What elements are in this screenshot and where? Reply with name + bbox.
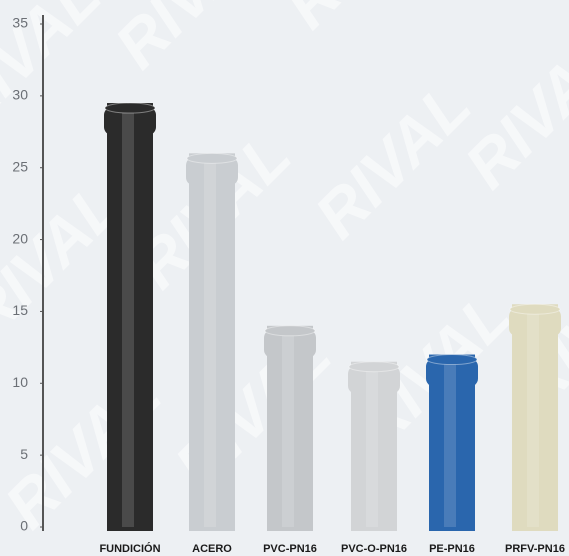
- y-tick-label: 0: [20, 518, 28, 534]
- pipe-mouth: [509, 303, 561, 315]
- x-tick-label: PRFV-PN16: [505, 543, 565, 555]
- pipe-mouth: [104, 102, 156, 114]
- pipe-highlight: [527, 314, 539, 527]
- pipe-highlight: [204, 163, 216, 528]
- pipe-mouth: [426, 354, 478, 366]
- bar: [512, 304, 558, 531]
- pipe-mouth: [186, 152, 238, 164]
- x-tick-label: FUNDICIÓN: [99, 542, 160, 555]
- bar: [189, 153, 235, 532]
- pipe-highlight: [122, 113, 134, 528]
- y-tick-label: 25: [12, 158, 28, 174]
- pipe-highlight: [444, 364, 456, 527]
- pipe-highlight: [282, 335, 294, 527]
- pipe-bell: [426, 358, 478, 387]
- pipe-bell: [104, 107, 156, 136]
- pipe-mouth: [264, 325, 316, 337]
- y-tick-label: 5: [20, 446, 28, 462]
- bar: [107, 103, 153, 532]
- x-tick-label: PVC-O-PN16: [341, 543, 407, 555]
- y-tick-label: 15: [12, 302, 28, 318]
- y-tick-label: 30: [12, 87, 28, 103]
- bar: [267, 325, 313, 531]
- pipe-bell: [509, 308, 561, 337]
- pipe-highlight: [366, 371, 378, 527]
- x-tick-label: PE-PN16: [429, 543, 475, 555]
- x-tick-label: PVC-PN16: [263, 543, 317, 555]
- y-tick-label: 20: [12, 230, 28, 246]
- x-tick-label: ACERO: [192, 543, 232, 555]
- pipe-bell: [186, 157, 238, 186]
- pipe-bell: [348, 365, 400, 394]
- y-tick-label: 10: [12, 374, 28, 390]
- pipe-bell: [264, 329, 316, 358]
- pipe-mouth: [348, 361, 400, 373]
- y-tick-label: 35: [12, 15, 28, 31]
